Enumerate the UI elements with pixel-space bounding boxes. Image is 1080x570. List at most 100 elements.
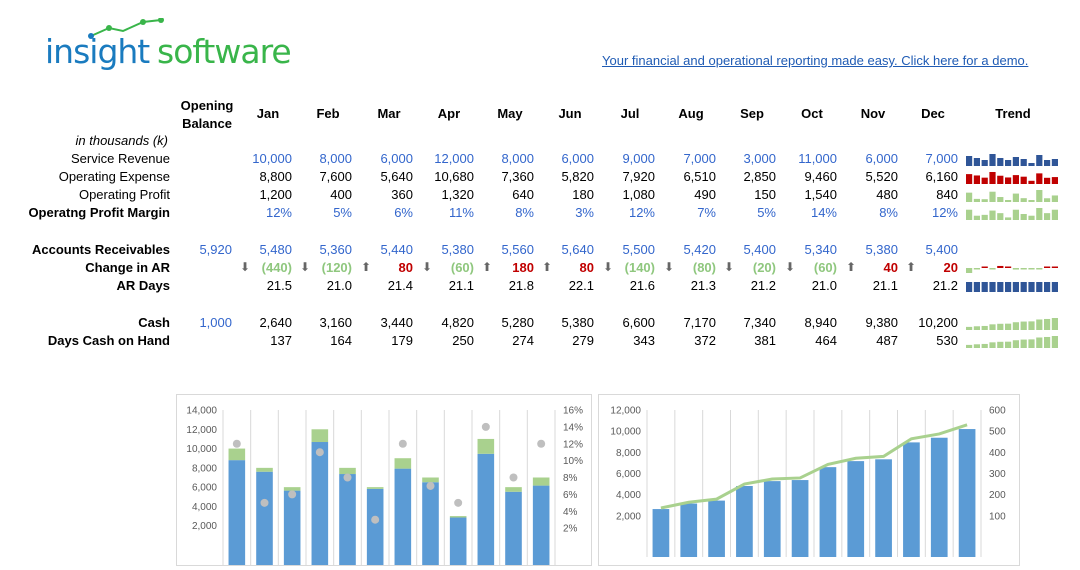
y2-tick-label: 10%	[563, 456, 583, 467]
bar	[736, 485, 753, 557]
sparkline-bar	[981, 199, 988, 202]
sparkline-bar	[973, 215, 980, 220]
days-cash-line	[660, 423, 968, 510]
sparkline-bar	[973, 282, 980, 292]
value-cell: 21.4	[387, 278, 413, 293]
sparkline-bar	[1028, 339, 1035, 348]
value-cell: 180	[572, 187, 594, 202]
revenue-expense-chart: 14,000 12,000 10,000 8,000 6,000 4,000 2,000 16…	[176, 394, 592, 566]
arrow-down-icon: ⬇	[785, 260, 796, 274]
sparkline-bar	[1044, 177, 1051, 184]
value-cell: 3,440	[380, 315, 413, 330]
value-cell: 1,320	[441, 187, 474, 202]
sparkline-bar	[981, 214, 988, 220]
value-cell: 3%	[575, 205, 594, 220]
sparkline-bar	[1020, 282, 1027, 292]
sparkline-bar	[997, 265, 1004, 268]
value-cell: 5,380	[865, 242, 898, 257]
bar	[422, 482, 439, 565]
arrow-down-icon: ⬇	[300, 260, 311, 274]
value-cell: 21.2	[932, 278, 958, 293]
value-cell: 10,000	[252, 151, 292, 166]
sparkline-bar	[1051, 209, 1058, 220]
margin-point	[509, 473, 518, 482]
sparkline-bar	[989, 268, 996, 270]
sparkline-bar	[989, 282, 996, 292]
sparkline-bar	[1005, 266, 1012, 268]
sparkline-bar	[1051, 177, 1058, 184]
sparkline-bar	[1044, 282, 1051, 292]
sparkline-bar	[981, 343, 988, 348]
y2-tick-label: 600	[989, 406, 1006, 417]
value-cell: 21.6	[629, 278, 655, 293]
sparkline-bar	[989, 191, 996, 202]
trend-sparkline	[966, 318, 1058, 330]
sparkline-bar	[997, 213, 1004, 220]
value-cell: 5,480	[259, 242, 292, 257]
bar-stack	[394, 458, 412, 469]
sparkline-bar	[966, 282, 973, 292]
trend-sparkline	[966, 336, 1058, 348]
value-cell: 137	[270, 333, 292, 348]
value-cell: 21.1	[448, 278, 474, 293]
value-cell: 250	[452, 333, 474, 348]
arrow-down-icon: ⬇	[240, 260, 251, 274]
trend-sparkline	[966, 265, 1058, 273]
sparkline-bar	[1005, 160, 1012, 166]
sparkline-bar	[1051, 282, 1058, 292]
insightsoftware-logo: insight software	[45, 18, 315, 78]
sparkline-bar	[966, 268, 973, 273]
margin-point	[454, 498, 463, 507]
value-cell: 164	[330, 333, 352, 348]
y2-tick-label: 200	[989, 490, 1006, 501]
trend-sparkline	[966, 172, 1058, 184]
sparkline-bar	[1036, 190, 1043, 202]
value-cell: 5,340	[804, 242, 837, 257]
bar	[228, 460, 246, 565]
y-tick-label: 8,000	[616, 448, 641, 459]
value-cell: 5%	[333, 205, 352, 220]
cash-days-chart-svg: 12,000 10,000 8,000 6,000 4,000 2,000 600 500 40…	[610, 406, 1006, 557]
value-cell: 7,340	[743, 315, 776, 330]
sparkline-bar	[1005, 177, 1012, 184]
value-cell: 7,000	[925, 151, 958, 166]
value-cell: (80)	[692, 260, 716, 275]
value-cell: 8,940	[804, 315, 837, 330]
bar	[652, 509, 670, 557]
sparkline-bar	[981, 160, 988, 166]
value-cell: 11%	[448, 205, 474, 220]
value-cell: 14%	[810, 205, 837, 220]
bar	[532, 485, 550, 565]
y2-tick-label: 4%	[563, 507, 578, 518]
demo-link[interactable]: Your financial and operational reporting…	[602, 53, 1029, 68]
sparkline-bar	[1051, 336, 1058, 348]
sparkline-bar	[1044, 198, 1051, 202]
sparkline-bar	[1028, 163, 1035, 166]
sparkline-bar	[1005, 282, 1012, 292]
units-note: in thousands (k)	[75, 133, 169, 148]
value-cell: 1,540	[804, 187, 837, 202]
margin-point	[371, 515, 380, 524]
bar-stack	[311, 429, 329, 443]
sparkline-bar	[1012, 340, 1019, 348]
value-cell: 9,000	[622, 151, 655, 166]
y-tick-label: 2,000	[192, 521, 217, 532]
sparkline-bar	[966, 174, 973, 184]
sparkline-bar	[1044, 160, 1051, 166]
sparkline-bar	[1036, 319, 1043, 330]
value-cell: 12%	[628, 205, 655, 220]
arrow-up-icon: ⬆	[482, 260, 493, 274]
bar-stack	[339, 467, 356, 475]
sparkline-bar	[1036, 173, 1043, 184]
sparkline-bar	[1036, 282, 1043, 292]
sparkline-bar	[1020, 176, 1027, 184]
value-cell: 179	[391, 333, 413, 348]
value-cell: 10,200	[918, 315, 958, 330]
y-tick-label: 6,000	[192, 483, 217, 494]
sparkline-bar	[1028, 200, 1035, 202]
value-cell: 5,360	[319, 242, 352, 257]
sparkline-bar	[989, 172, 996, 184]
y-tick-label: 12,000	[186, 425, 217, 436]
bar	[791, 480, 809, 557]
row-label: Service Revenue	[71, 151, 170, 166]
